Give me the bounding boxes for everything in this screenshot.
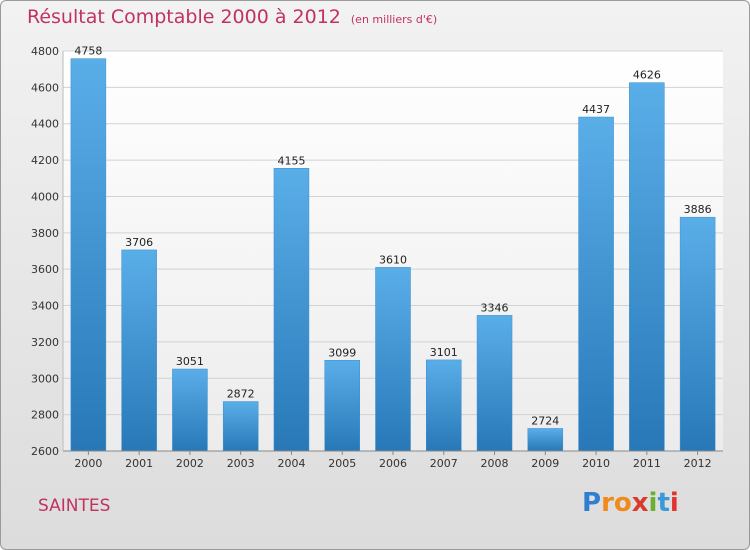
y-tick-label: 3200 (31, 336, 59, 349)
x-tick-label-2012: 2012 (684, 457, 712, 470)
y-tick-label: 4800 (31, 45, 59, 58)
bar-2009 (527, 428, 564, 452)
logo-letter: x (631, 488, 649, 518)
y-tick-label: 3800 (31, 227, 59, 240)
data-label-2003: 2872 (227, 388, 255, 401)
data-label-2000: 4758 (74, 45, 102, 58)
data-label-2005: 3099 (328, 346, 356, 359)
chart-title: Résultat Comptable 2000 à 2012 (en millie… (27, 6, 437, 28)
x-tick-label-2000: 2000 (74, 457, 102, 470)
chart-subtitle: (en milliers d'€) (350, 13, 438, 26)
data-label-2002: 3051 (176, 355, 204, 368)
y-tick-label: 3600 (31, 263, 59, 276)
y-tick-label: 4000 (31, 190, 59, 203)
bar-2006 (375, 267, 411, 452)
x-tick-label-2010: 2010 (582, 457, 610, 470)
x-tick-label-2003: 2003 (227, 457, 255, 470)
y-tick-label: 3400 (31, 300, 59, 313)
bar-2001 (121, 249, 157, 452)
data-label-2011: 4626 (633, 69, 661, 82)
x-tick-label-2005: 2005 (328, 457, 356, 470)
x-tick-label-2011: 2011 (633, 457, 661, 470)
bar-2007 (426, 359, 462, 452)
logo-letter: o (613, 488, 632, 518)
logo-letter: t (657, 488, 670, 518)
bar-2000 (70, 58, 107, 452)
y-axis-ticks: 2600 2800 3000 3200 3400 3600 3800 4000 4200 4400… (31, 45, 59, 458)
x-tick-label-2001: 2001 (125, 457, 153, 470)
bar-2012 (679, 216, 716, 452)
y-tick-label: 4200 (31, 154, 59, 167)
data-label-2009: 2724 (531, 414, 559, 427)
location-label: SAINTES (38, 496, 111, 516)
bar-2002 (172, 368, 208, 452)
x-tick-label-2004: 2004 (277, 457, 305, 470)
data-label-2012: 3886 (684, 203, 712, 216)
bars (70, 58, 716, 452)
logo-letter: P (582, 488, 602, 518)
bar-2003 (222, 401, 259, 452)
proxiti-logo: Proxiti (582, 488, 679, 518)
bar-2008 (476, 315, 513, 452)
bar-2010 (578, 116, 614, 452)
y-tick-label: 3000 (31, 372, 59, 385)
y-tick-label: 2800 (31, 409, 59, 422)
x-axis-ticks: 2000 2001 2002 2003 2004 2005 2006 2007 2008 2009… (74, 451, 712, 470)
bar-2004 (273, 168, 310, 452)
x-tick-label-2007: 2007 (430, 457, 458, 470)
data-labels: 4758 3706 3051 2872 4155 3099 3610 3101 3346 2724… (74, 45, 711, 428)
x-tick-label-2008: 2008 (481, 457, 509, 470)
x-tick-label-2009: 2009 (531, 457, 559, 470)
y-tick-label: 4400 (31, 118, 59, 131)
bar-2005 (324, 360, 360, 452)
data-label-2008: 3346 (481, 301, 509, 314)
bar-2011 (629, 82, 665, 452)
chart-title-text: Résultat Comptable 2000 à 2012 (27, 6, 341, 28)
data-label-2004: 4155 (277, 154, 305, 167)
data-label-2001: 3706 (125, 236, 153, 249)
x-tick-label-2006: 2006 (379, 457, 407, 470)
logo-letter: r (601, 488, 614, 518)
y-tick-label: 4600 (31, 81, 59, 94)
logo-letter: i (669, 488, 679, 518)
logo-letter: i (648, 488, 658, 518)
data-label-2006: 3610 (379, 253, 407, 266)
data-label-2007: 3101 (430, 346, 458, 359)
data-label-2010: 4437 (582, 103, 610, 116)
x-tick-label-2002: 2002 (176, 457, 204, 470)
y-tick-label: 2600 (31, 445, 59, 458)
